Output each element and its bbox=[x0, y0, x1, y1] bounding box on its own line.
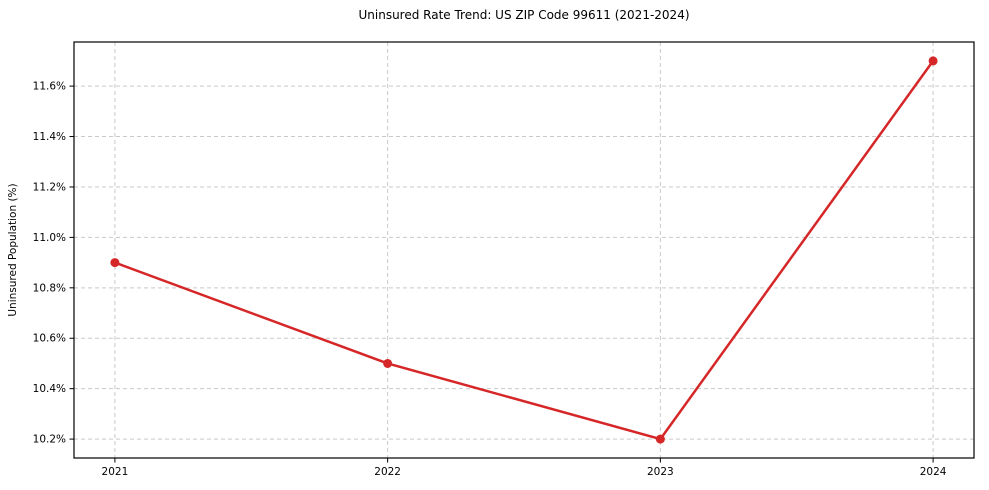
x-tick-label: 2021 bbox=[102, 466, 129, 478]
data-point bbox=[383, 358, 393, 368]
x-tick-label: 2023 bbox=[647, 466, 674, 478]
y-tick-label: 10.6% bbox=[33, 333, 66, 345]
y-tick-label: 10.8% bbox=[33, 282, 66, 294]
data-point bbox=[110, 258, 120, 268]
x-tick-label: 2024 bbox=[920, 466, 947, 478]
y-tick-label: 11.4% bbox=[33, 131, 66, 143]
y-tick-label: 10.2% bbox=[33, 434, 66, 446]
y-tick-label: 11.2% bbox=[33, 181, 66, 193]
y-tick-label: 11.0% bbox=[33, 232, 66, 244]
chart-title: Uninsured Rate Trend: US ZIP Code 99611 … bbox=[358, 8, 690, 22]
x-tick-label: 2022 bbox=[374, 466, 401, 478]
y-tick-label: 10.4% bbox=[33, 383, 66, 395]
axes-spines bbox=[73, 41, 975, 459]
data-point bbox=[655, 434, 665, 444]
data-point bbox=[928, 56, 938, 66]
trend-line bbox=[113, 59, 935, 441]
y-tick-label: 11.6% bbox=[33, 81, 66, 93]
